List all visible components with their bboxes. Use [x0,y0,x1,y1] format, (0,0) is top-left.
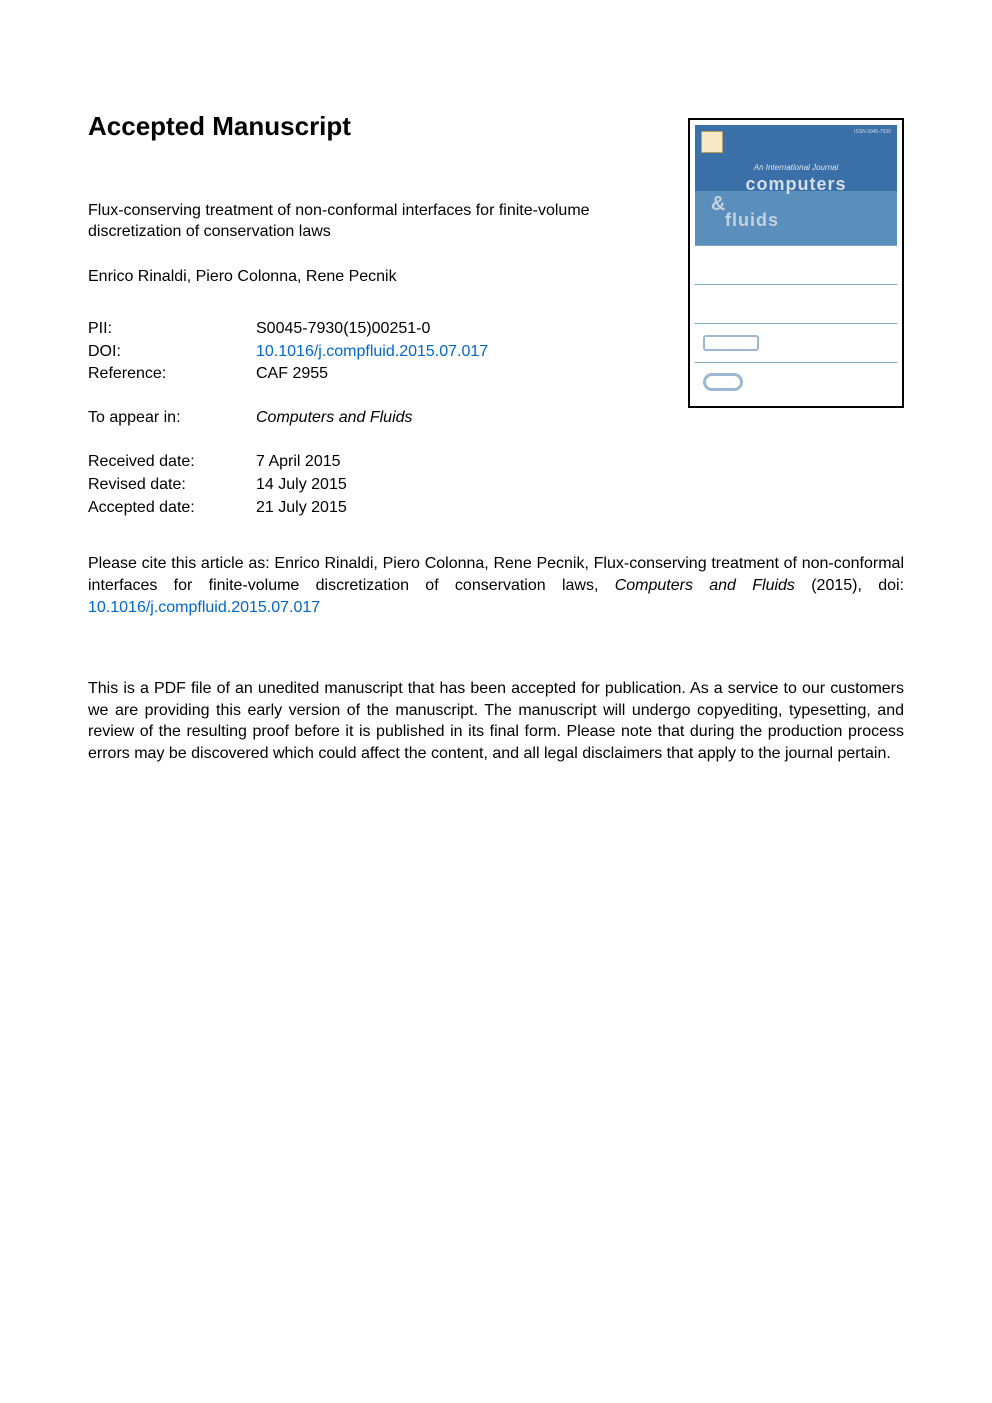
page-heading: Accepted Manuscript [88,110,628,144]
metadata-table: PII: S0045-7930(15)00251-0 DOI: 10.1016/… [88,318,488,386]
doi-label: DOI: [88,341,256,364]
accepted-label: Accepted date: [88,497,256,520]
meta-row-doi: DOI: 10.1016/j.compfluid.2015.07.017 [88,341,488,364]
doi-link[interactable]: 10.1016/j.compfluid.2015.07.017 [256,341,488,364]
date-row-received: Received date: 7 April 2015 [88,451,347,474]
date-row-revised: Revised date: 14 July 2015 [88,474,347,497]
reference-value: CAF 2955 [256,363,488,386]
appear-value: Computers and Fluids [256,408,413,429]
article-title: Flux-conserving treatment of non-conform… [88,200,628,243]
citation-text: Please cite this article as: Enrico Rina… [88,553,904,618]
reference-label: Reference: [88,363,256,386]
authors: Enrico Rinaldi, Piero Colonna, Rene Pecn… [88,267,628,288]
cover-ampersand: & [711,191,725,217]
pii-value: S0045-7930(15)00251-0 [256,318,488,341]
date-row-accepted: Accepted date: 21 July 2015 [88,497,347,520]
meta-row-pii: PII: S0045-7930(15)00251-0 [88,318,488,341]
cover-header: ISSN 0045-7930 An International Journal … [695,125,897,245]
journal-cover-thumbnail: ISSN 0045-7930 An International Journal … [688,118,904,408]
cover-subtitle: An International Journal [695,163,897,173]
appear-label: To appear in: [88,408,256,429]
pii-label: PII: [88,318,256,341]
cover-row [695,323,897,362]
meta-row-reference: Reference: CAF 2955 [88,363,488,386]
cover-row [695,245,897,284]
cover-title-fluids: fluids [725,209,779,232]
cover-shape-icon [703,335,759,351]
elsevier-logo-icon [701,131,723,153]
accepted-value: 21 July 2015 [256,497,347,520]
received-value: 7 April 2015 [256,451,347,474]
appear-in-row: To appear in: Computers and Fluids [88,408,628,429]
citation-journal: Computers and Fluids [615,577,795,594]
cover-issn: ISSN 0045-7930 [854,129,891,136]
received-label: Received date: [88,451,256,474]
disclaimer-text: This is a PDF file of an unedited manusc… [88,678,904,764]
dates-table: Received date: 7 April 2015 Revised date… [88,451,347,519]
cover-row [695,362,897,401]
cover-body [695,245,897,401]
citation-mid: (2015), doi: [795,577,904,594]
cover-row [695,284,897,323]
revised-value: 14 July 2015 [256,474,347,497]
citation-doi-link[interactable]: 10.1016/j.compfluid.2015.07.017 [88,599,320,616]
revised-label: Revised date: [88,474,256,497]
cover-shape-icon [703,373,743,391]
